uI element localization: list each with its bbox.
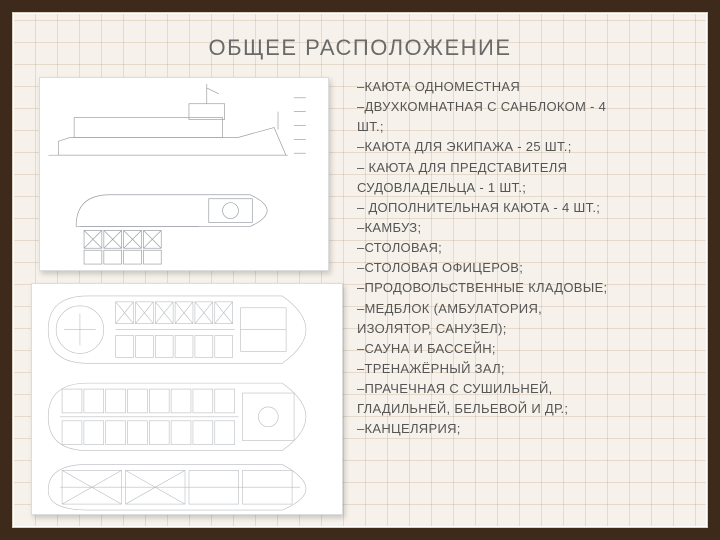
ship-profile-svg	[40, 78, 328, 270]
list-item: СУДОВЛАДЕЛЬЦА - 1 ШТ.;	[357, 178, 691, 198]
list-item: –ПРАЧЕЧНАЯ С СУШИЛЬНЕЙ,	[357, 379, 691, 399]
list-item: – ДОПОЛНИТЕЛЬНАЯ КАЮТА - 4 ШТ.;	[357, 198, 691, 218]
list-item: –ПРОДОВОЛЬСТВЕННЫЕ КЛАДОВЫЕ;	[357, 278, 691, 298]
list-item: ШТ.;	[357, 117, 691, 137]
list-item: –СТОЛОВАЯ ОФИЦЕРОВ;	[357, 258, 691, 278]
list-item: –КАНЦЕЛЯРИЯ;	[357, 419, 691, 439]
list-item: –САУНА И БАССЕЙН;	[357, 339, 691, 359]
list-item: –КАЮТА ДЛЯ ЭКИПАЖА - 25 ШТ.;	[357, 137, 691, 157]
slide-frame: ОБЩЕЕ РАСПОЛОЖЕНИЕ	[12, 12, 708, 528]
list-item: –ДВУХКОМНАТНАЯ С САНБЛОКОМ - 4	[357, 97, 691, 117]
list-item: –ТРЕНАЖЁРНЫЙ ЗАЛ;	[357, 359, 691, 379]
list-item: ИЗОЛЯТОР, САНУЗЕЛ);	[357, 319, 691, 339]
page-title: ОБЩЕЕ РАСПОЛОЖЕНИЕ	[13, 35, 707, 61]
list-item: –КАМБУЗ;	[357, 218, 691, 238]
list-item: ГЛАДИЛЬНЕЙ, БЕЛЬЕВОЙ И ДР.;	[357, 399, 691, 419]
figure-ship-profile	[39, 77, 329, 271]
list-item: –КАЮТА ОДНОМЕСТНАЯ	[357, 77, 691, 97]
list-item: –МЕДБЛОК (АМБУЛАТОРИЯ,	[357, 299, 691, 319]
list-item: – КАЮТА ДЛЯ ПРЕДСТАВИТЕЛЯ	[357, 158, 691, 178]
list-item: –СТОЛОВАЯ;	[357, 238, 691, 258]
text-column: –КАЮТА ОДНОМЕСТНАЯ –ДВУХКОМНАТНАЯ С САНБ…	[357, 77, 691, 517]
ship-deckplans-svg	[32, 284, 342, 514]
figure-ship-deckplans	[31, 283, 343, 515]
